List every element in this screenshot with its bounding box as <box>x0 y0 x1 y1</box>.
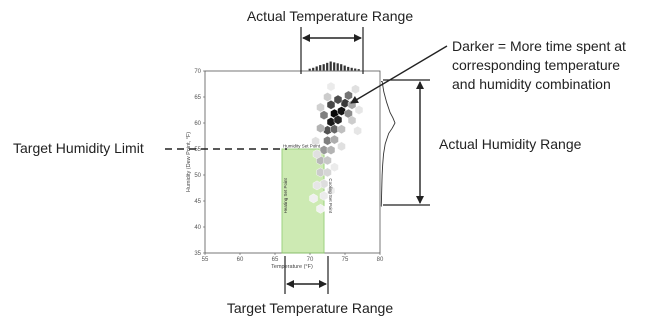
y-tick-label: 45 <box>194 199 201 205</box>
hexbin-cell <box>319 190 329 201</box>
target-humidity-limit-label: Target Humidity Limit <box>13 140 144 156</box>
cooling-set-point-label: Cooling Set Point <box>328 178 333 214</box>
hexbin-cell <box>311 136 320 147</box>
target-temperature-range-label: Target Temperature Range <box>227 300 393 316</box>
hexbin-cell <box>333 115 343 125</box>
temperature-histogram-bar <box>333 62 336 71</box>
x-tick-label: 80 <box>377 257 384 263</box>
hexbin-cell <box>323 125 332 136</box>
hexbin-cell <box>319 110 329 121</box>
x-axis-ticks: 55 60 65 70 75 80 <box>202 253 384 263</box>
y-axis-label: Humidity (Dew Point, °F) <box>186 132 192 192</box>
temperature-histogram-bar <box>308 68 311 71</box>
temperature-histogram-bar <box>343 65 346 71</box>
hexbin-cell <box>351 84 360 95</box>
hexbin-cell <box>354 105 364 115</box>
hexbin-cell <box>337 124 346 135</box>
y-tick-label: 65 <box>194 95 201 101</box>
y-tick-label: 50 <box>194 173 201 179</box>
temperature-histogram-bar <box>350 67 353 71</box>
y-tick-label: 35 <box>194 251 201 257</box>
x-tick-label: 55 <box>202 257 209 263</box>
temperature-histogram-bar <box>326 62 329 71</box>
hexbin-cell <box>326 185 336 196</box>
hexbin-cell <box>323 92 332 102</box>
hexbin-cell <box>319 145 329 155</box>
temperature-histogram-bar <box>329 61 332 71</box>
x-axis-label: Temperature (°F) <box>271 264 313 270</box>
hexbin-cell <box>316 167 325 178</box>
hexbin-cell <box>337 106 346 116</box>
temperature-histogram-bar <box>340 64 343 71</box>
hexbin-cell <box>323 155 332 166</box>
x-tick-label: 60 <box>237 257 244 263</box>
temperature-histogram-bar <box>336 63 339 71</box>
x-tick-label: 70 <box>307 257 314 263</box>
temperature-histogram-bar <box>312 67 315 71</box>
hexbin-cell <box>330 124 339 135</box>
hexbin-cell <box>330 162 339 173</box>
hexbin-cell <box>326 99 336 110</box>
actual-humidity-range-label: Actual Humidity Range <box>439 136 582 152</box>
darker-pointer-arrow <box>350 45 448 104</box>
temperature-histogram-bar <box>322 64 325 71</box>
temperature-histogram-bar <box>354 68 357 71</box>
y-tick-label: 40 <box>194 225 201 231</box>
y-tick-label: 70 <box>194 69 201 75</box>
darker-legend-line-1: Darker = More time spent at <box>452 38 626 54</box>
hexbin-cell <box>330 134 339 145</box>
y-axis-ticks: 35 40 45 50 55 60 65 70 <box>194 69 205 257</box>
target-comfort-zone <box>281 148 325 254</box>
x-tick-label: 75 <box>342 257 349 263</box>
hexbin-cell <box>347 115 357 126</box>
hexbin-cell <box>319 179 329 189</box>
temperature-histogram-bar <box>319 65 322 71</box>
hexbin-cell <box>316 102 325 113</box>
hexbin-cell <box>326 117 336 127</box>
hexbin-cell <box>353 125 362 136</box>
humidity-marginal-density <box>380 80 396 207</box>
hexbin-cell <box>312 149 322 160</box>
hexbin-cell <box>337 141 346 152</box>
heating-set-point-label: Heating Set Point <box>283 178 288 214</box>
hexbin-cell <box>323 135 332 146</box>
darker-legend-line-3: and humidity combination <box>452 76 611 92</box>
hexbin-cell <box>312 180 322 191</box>
x-tick-label: 65 <box>272 257 279 263</box>
hexbin-cell <box>326 145 336 155</box>
hexbin-cell <box>326 81 336 92</box>
humidity-set-point-label: Humidity Set Point <box>283 144 321 149</box>
hexbin-cell <box>340 98 350 109</box>
y-tick-label: 55 <box>194 147 201 153</box>
hexbin-cell <box>333 94 343 105</box>
temperature-histogram-bar <box>347 66 350 71</box>
hexbin-cell <box>347 99 357 110</box>
temperature-marginal-histogram <box>308 61 360 71</box>
hexbin-cell <box>344 90 353 101</box>
hexbin-cell <box>316 203 325 214</box>
actual-temperature-range-label: Actual Temperature Range <box>247 8 413 24</box>
hexbin-cell <box>316 123 325 134</box>
temperature-histogram-bar <box>357 69 360 71</box>
hexbin-cell <box>309 193 318 204</box>
hexbin-cell <box>323 167 332 178</box>
y-tick-label: 60 <box>194 121 201 127</box>
darker-legend-line-2: corresponding temperature <box>452 57 620 73</box>
temperature-histogram-bar <box>315 66 318 71</box>
